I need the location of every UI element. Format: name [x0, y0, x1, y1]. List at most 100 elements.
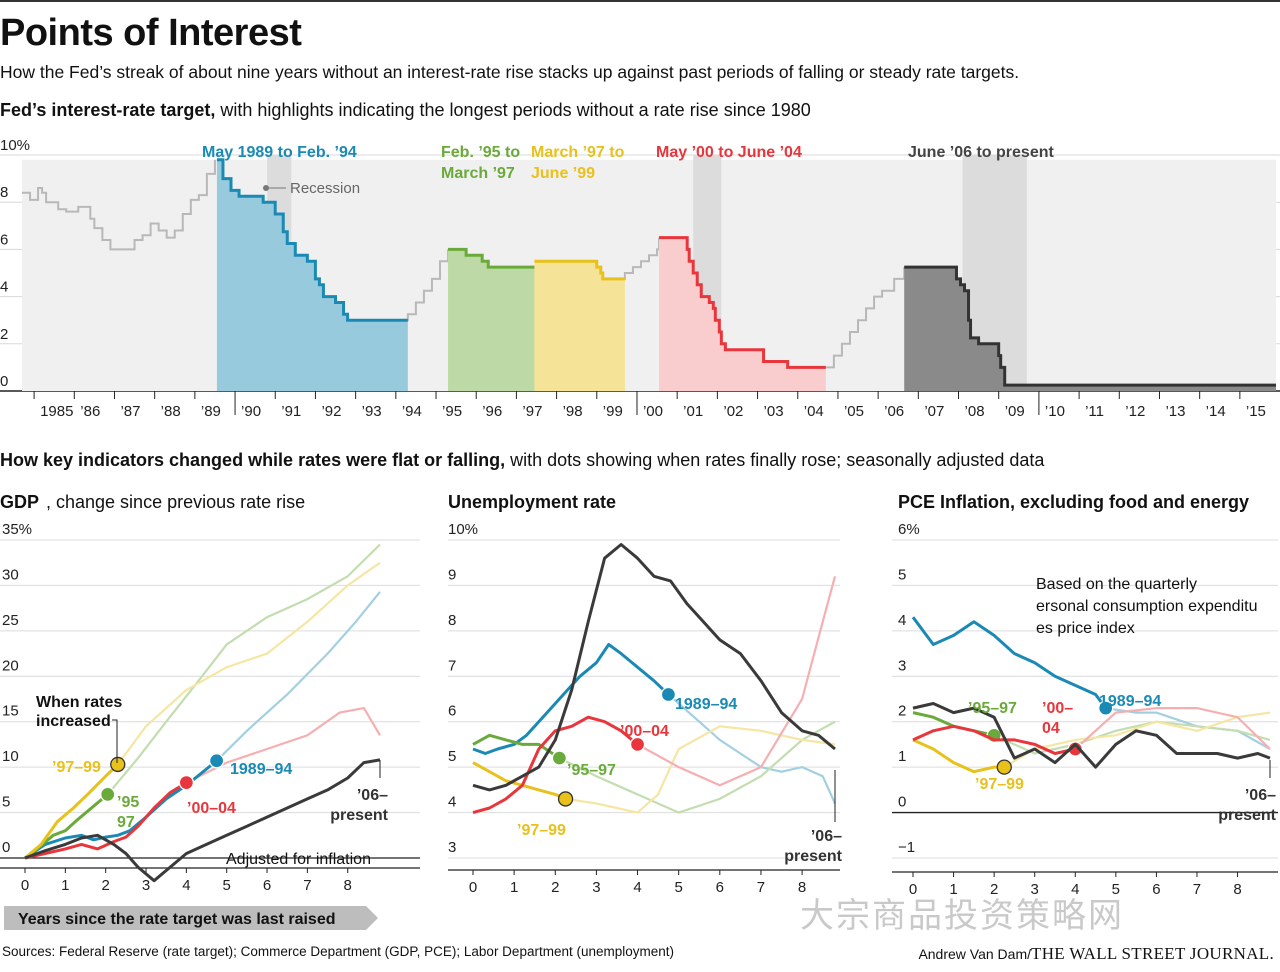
small-x-tick-label: 2: [551, 879, 559, 896]
small-chart-title: PCE Inflation, excluding food and energy: [898, 492, 1249, 512]
series-label: 1989–94: [675, 696, 737, 713]
rate-x-tick-label: ’10: [1045, 403, 1065, 420]
series-ghost-line: [1074, 707, 1271, 750]
rate-x-tick-label: ’03: [764, 403, 784, 420]
rate-period-label: March ’97 to: [531, 144, 625, 161]
small-x-tick-label: 5: [223, 877, 231, 894]
rate-period-area: [448, 249, 535, 391]
series-label: ’00–: [1042, 700, 1073, 717]
rate-period-area: [534, 261, 625, 391]
small-y-tick-label: 5: [448, 748, 456, 765]
small-y-tick-label: 15: [2, 703, 19, 720]
series-label: ’06–: [357, 787, 388, 804]
rate-rise-dot: [629, 736, 646, 753]
indicators-section-heading: How key indicators changed while rates w…: [0, 450, 1044, 471]
rate-x-tick-label: ’12: [1125, 403, 1145, 420]
series-label: ’97–99: [517, 822, 566, 839]
rate-x-tick-label: ’94: [402, 403, 422, 420]
rate-period-line: [448, 247, 535, 269]
rate-y-tick-label: 2: [0, 326, 8, 343]
series-label: ’97–99: [975, 776, 1024, 793]
rate-x-tick-label: ’00: [643, 403, 663, 420]
rates-increased-annotation: When rates: [36, 694, 122, 711]
rate-history-line: [22, 159, 216, 251]
rate-period-area: [659, 237, 826, 391]
small-chart-subtitle: , change since previous rate rise: [46, 492, 305, 512]
rate-x-tick-label: ’89: [201, 403, 221, 420]
small-y-tick-label: 3: [448, 839, 456, 856]
small-x-tick-label: 4: [1071, 881, 1079, 898]
small-chart-title: Unemployment rate: [448, 492, 616, 512]
rate-x-tick-label: ’86: [80, 403, 100, 420]
rate-x-tick-label: ’98: [563, 403, 583, 420]
small-y-tick-label: 5: [2, 794, 10, 811]
small-x-tick-label: 8: [1233, 881, 1241, 898]
top-rule: [0, 0, 1280, 2]
inflation-annotation: Adjusted for inflation: [226, 851, 371, 868]
rate-x-tick-label: ’97: [522, 403, 542, 420]
series-label: 1989–94: [1099, 693, 1161, 710]
series-label: present: [1218, 807, 1276, 824]
small-y-tick-label: 9: [448, 566, 456, 583]
small-y-tick-label: 25: [2, 612, 19, 629]
pce-inflation-chart: 6% 5 4 3 2 1 0 −1 PCE Inflation, excluding food …: [892, 492, 1278, 898]
rate-period-label: Feb. ’95 to: [441, 144, 520, 161]
series-ghost-line: [636, 576, 837, 787]
series-label: 1989–94: [230, 761, 292, 778]
small-x-tick-label: 5: [1112, 881, 1120, 898]
watermark-text: 大宗商品投资策略网: [800, 896, 1124, 936]
rate-period-area: [904, 267, 1276, 391]
series-label: ’97–99: [52, 759, 101, 776]
small-y-tick-label: 0: [2, 839, 10, 856]
small-y-tick-label: 1: [898, 748, 906, 765]
rate-y-tick-label: 0: [0, 373, 8, 390]
rate-history-line: [399, 249, 450, 322]
series-ghost-line: [185, 706, 381, 784]
annotation-leader-line: [112, 719, 118, 763]
small-x-tick-label: 7: [1193, 881, 1201, 898]
rate-x-tick-label: 1985: [40, 403, 73, 420]
series-ghost-line: [116, 561, 381, 766]
small-x-tick-label: 2: [990, 881, 998, 898]
small-x-tick-label: 3: [1031, 881, 1039, 898]
rate-period-line: [534, 259, 625, 281]
rate-x-tick-label: ’07: [924, 403, 944, 420]
rate-x-tick-label: ’06: [884, 403, 904, 420]
rate-x-tick-label: ’04: [804, 403, 824, 420]
small-x-tick-label: 8: [344, 877, 352, 894]
small-x-tick-label: 3: [142, 877, 150, 894]
page-subtitle: How the Fed’s streak of about nine years…: [0, 62, 1020, 82]
series-line: [911, 616, 1107, 709]
small-x-tick-label: 4: [182, 877, 190, 894]
series-label: ’06–: [811, 828, 842, 845]
series-line: [24, 781, 188, 860]
series-line: [912, 702, 1271, 769]
small-y-tick-label: 2: [898, 703, 906, 720]
rate-x-tick-label: ’01: [683, 403, 703, 420]
series-line: [472, 715, 639, 815]
rate-x-tick-label: ’15: [1246, 403, 1266, 420]
publication-name: THE WALL STREET JOURNAL.: [1031, 944, 1274, 963]
rate-period-label: May ’00 to June ’04: [656, 144, 802, 161]
rate-x-tick-label: ’11: [1085, 403, 1104, 420]
rate-x-tick-label: ’09: [1005, 403, 1025, 420]
series-line: [472, 761, 567, 801]
rate-x-tick-label: ’93: [362, 403, 382, 420]
rate-x-tick-label: ’02: [723, 403, 743, 420]
series-line: [472, 543, 836, 792]
rate-section-heading-rest: with highlights indicating the longest p…: [215, 100, 811, 120]
rate-period-label: March ’97: [441, 165, 515, 182]
rate-x-tick-label: ’91: [281, 403, 301, 420]
rate-period-label: June ’99: [531, 165, 595, 182]
rate-section-heading-bold: Fed’s interest-rate target,: [0, 100, 216, 120]
small-x-tick-label: 0: [21, 877, 29, 894]
small-y-tick-label: 4: [898, 612, 906, 629]
series-label: ’00–04: [187, 800, 236, 817]
small-y-tick-label: 10%: [448, 521, 478, 538]
small-x-tick-label: 1: [510, 879, 518, 896]
small-x-tick-label: 7: [303, 877, 311, 894]
rate-rise-dot: [208, 753, 225, 769]
indicators-section-heading-rest: with dots showing when rates finally ros…: [505, 450, 1045, 470]
small-y-tick-label: 5: [898, 566, 906, 583]
